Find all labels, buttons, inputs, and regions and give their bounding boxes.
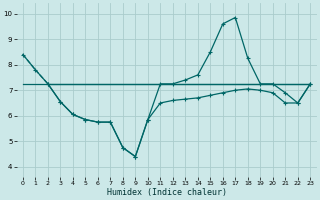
X-axis label: Humidex (Indice chaleur): Humidex (Indice chaleur) (107, 188, 227, 197)
